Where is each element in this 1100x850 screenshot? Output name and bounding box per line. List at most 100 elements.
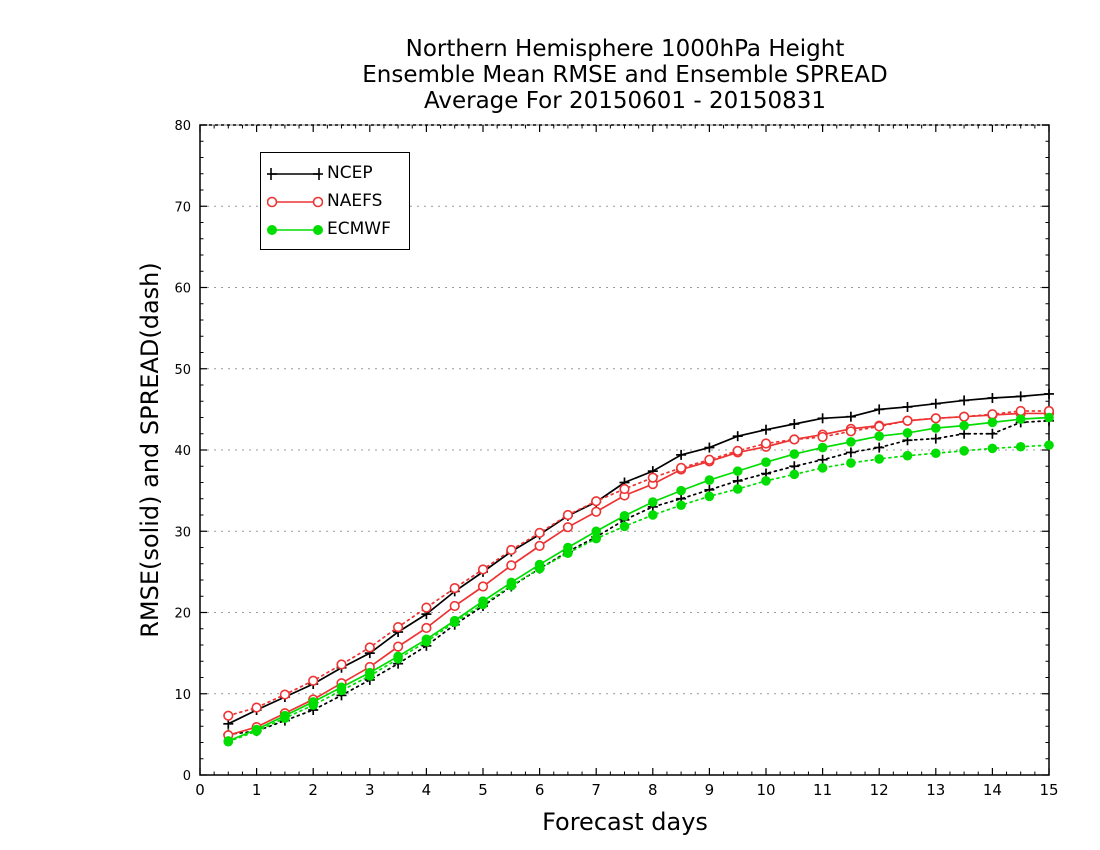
series-ncep-rmse: [223, 388, 1054, 729]
point-ecmwf-spread: [393, 654, 403, 664]
point-ecmwf-rmse: [846, 437, 856, 447]
point-ncep-rmse: [902, 401, 913, 412]
point-naefs-spread: [874, 421, 885, 432]
point-naefs-spread: [958, 411, 970, 422]
point-naefs-spread: [591, 496, 602, 507]
point-ncep-spread: [845, 447, 856, 458]
point-naefs-spread: [421, 602, 432, 613]
point-naefs-rmse: [477, 581, 489, 592]
point-naefs-spread: [675, 462, 687, 473]
point-ecmwf-rmse: [987, 417, 998, 428]
x-tick-label-2: 2: [308, 781, 318, 799]
point-naefs-spread: [393, 622, 404, 633]
point-ncep-rmse: [845, 411, 856, 422]
point-naefs-rmse: [591, 506, 602, 517]
point-ecmwf-spread: [563, 548, 573, 558]
series-ncep-spread: [223, 415, 1054, 740]
x-tick-label-0: 0: [195, 781, 205, 799]
legend-swatch-ncep: [267, 168, 323, 180]
point-ecmwf-rmse: [676, 485, 686, 496]
series-line-ncep-spread: [227, 419, 1050, 736]
series-line-naefs-spread: [227, 410, 1050, 717]
point-ncep-spread: [874, 442, 885, 453]
point-naefs-spread: [336, 659, 347, 670]
x-tick-label-13: 13: [926, 781, 945, 799]
legend-swatch-naefs: [267, 196, 323, 208]
point-ncep-rmse: [704, 442, 715, 453]
point-ecmwf-rmse: [761, 457, 771, 467]
point-naefs-spread: [364, 642, 375, 653]
point-ncep-rmse: [676, 449, 687, 460]
point-naefs-spread: [817, 431, 828, 443]
series-ecmwf-rmse: [223, 412, 1054, 746]
point-ncep-rmse: [1015, 391, 1026, 402]
point-ecmwf-spread: [365, 671, 375, 681]
x-tick-label-10: 10: [756, 781, 775, 799]
point-ecmwf-rmse: [931, 423, 941, 433]
legend: NCEP NAEFS ECMWF: [260, 152, 410, 250]
y-tick-label-70: 70: [174, 200, 191, 215]
legend-swatch-ecmwf: [267, 225, 323, 235]
point-ecmwf-spread: [676, 500, 686, 511]
point-ncep-rmse: [789, 419, 800, 429]
point-ncep-rmse: [987, 393, 998, 403]
x-tick-label-6: 6: [535, 781, 545, 799]
point-ecmwf-spread: [1015, 441, 1026, 452]
point-ecmwf-spread: [478, 599, 488, 610]
point-ecmwf-rmse: [902, 428, 913, 438]
point-naefs-rmse: [562, 522, 574, 533]
y-tick-label-0: 0: [183, 769, 191, 784]
point-ecmwf-rmse: [1015, 414, 1026, 424]
point-ecmwf-rmse: [619, 511, 630, 521]
point-ecmwf-rmse: [817, 442, 828, 453]
series-layer: [223, 388, 1055, 747]
point-ecmwf-spread: [619, 521, 630, 532]
x-tick-label-3: 3: [365, 781, 375, 799]
series-line-ecmwf-rmse: [227, 416, 1050, 742]
point-naefs-spread: [930, 413, 941, 424]
point-naefs-spread: [477, 564, 489, 575]
point-ecmwf-spread: [846, 458, 856, 468]
point-ncep-rmse: [761, 424, 771, 435]
y-tick-label-10: 10: [174, 688, 191, 703]
chart-title-line-1: Northern Hemisphere 1000hPa Height: [405, 36, 845, 62]
x-tick-label-7: 7: [591, 781, 601, 799]
point-naefs-spread: [1015, 405, 1026, 417]
legend-label-naefs: NAEFS: [327, 191, 383, 211]
series-line-naefs-rmse: [228, 412, 1049, 737]
x-tick-label-14: 14: [983, 781, 1002, 799]
point-ecmwf-spread: [704, 491, 715, 502]
point-ncep-rmse: [930, 398, 941, 409]
y-tick-label-80: 80: [174, 119, 191, 134]
point-naefs-spread: [449, 583, 460, 594]
point-ecmwf-spread: [251, 726, 262, 736]
x-tick-label-9: 9: [705, 781, 715, 799]
point-ecmwf-spread: [987, 443, 998, 454]
point-naefs-spread: [760, 438, 772, 449]
chart-title-line-3: Average For 20150601 - 20150831: [423, 88, 827, 114]
point-naefs-spread: [562, 509, 574, 521]
point-naefs-spread: [902, 415, 913, 426]
point-ecmwf-rmse: [874, 431, 884, 441]
point-ecmwf-spread: [591, 533, 601, 544]
y-tick-label-40: 40: [174, 444, 191, 459]
point-naefs-spread: [619, 483, 630, 495]
point-naefs-rmse: [534, 540, 545, 551]
point-ecmwf-spread: [817, 463, 828, 473]
point-ncep-spread: [930, 433, 941, 444]
y-tick-label-20: 20: [174, 607, 191, 622]
legend-label-ncep: NCEP: [327, 163, 373, 183]
point-naefs-rmse: [506, 560, 517, 571]
point-ecmwf-spread: [308, 700, 319, 710]
point-ecmwf-rmse: [1044, 412, 1054, 423]
point-ncep-spread: [987, 428, 998, 439]
point-naefs-spread: [704, 454, 715, 465]
point-ecmwf-spread: [506, 580, 517, 591]
point-naefs-spread: [647, 472, 658, 483]
point-ecmwf-rmse: [591, 526, 601, 537]
point-naefs-spread: [845, 426, 857, 437]
point-ncep-rmse: [817, 413, 828, 424]
point-ecmwf-spread: [789, 469, 800, 480]
point-ecmwf-rmse: [648, 497, 658, 507]
